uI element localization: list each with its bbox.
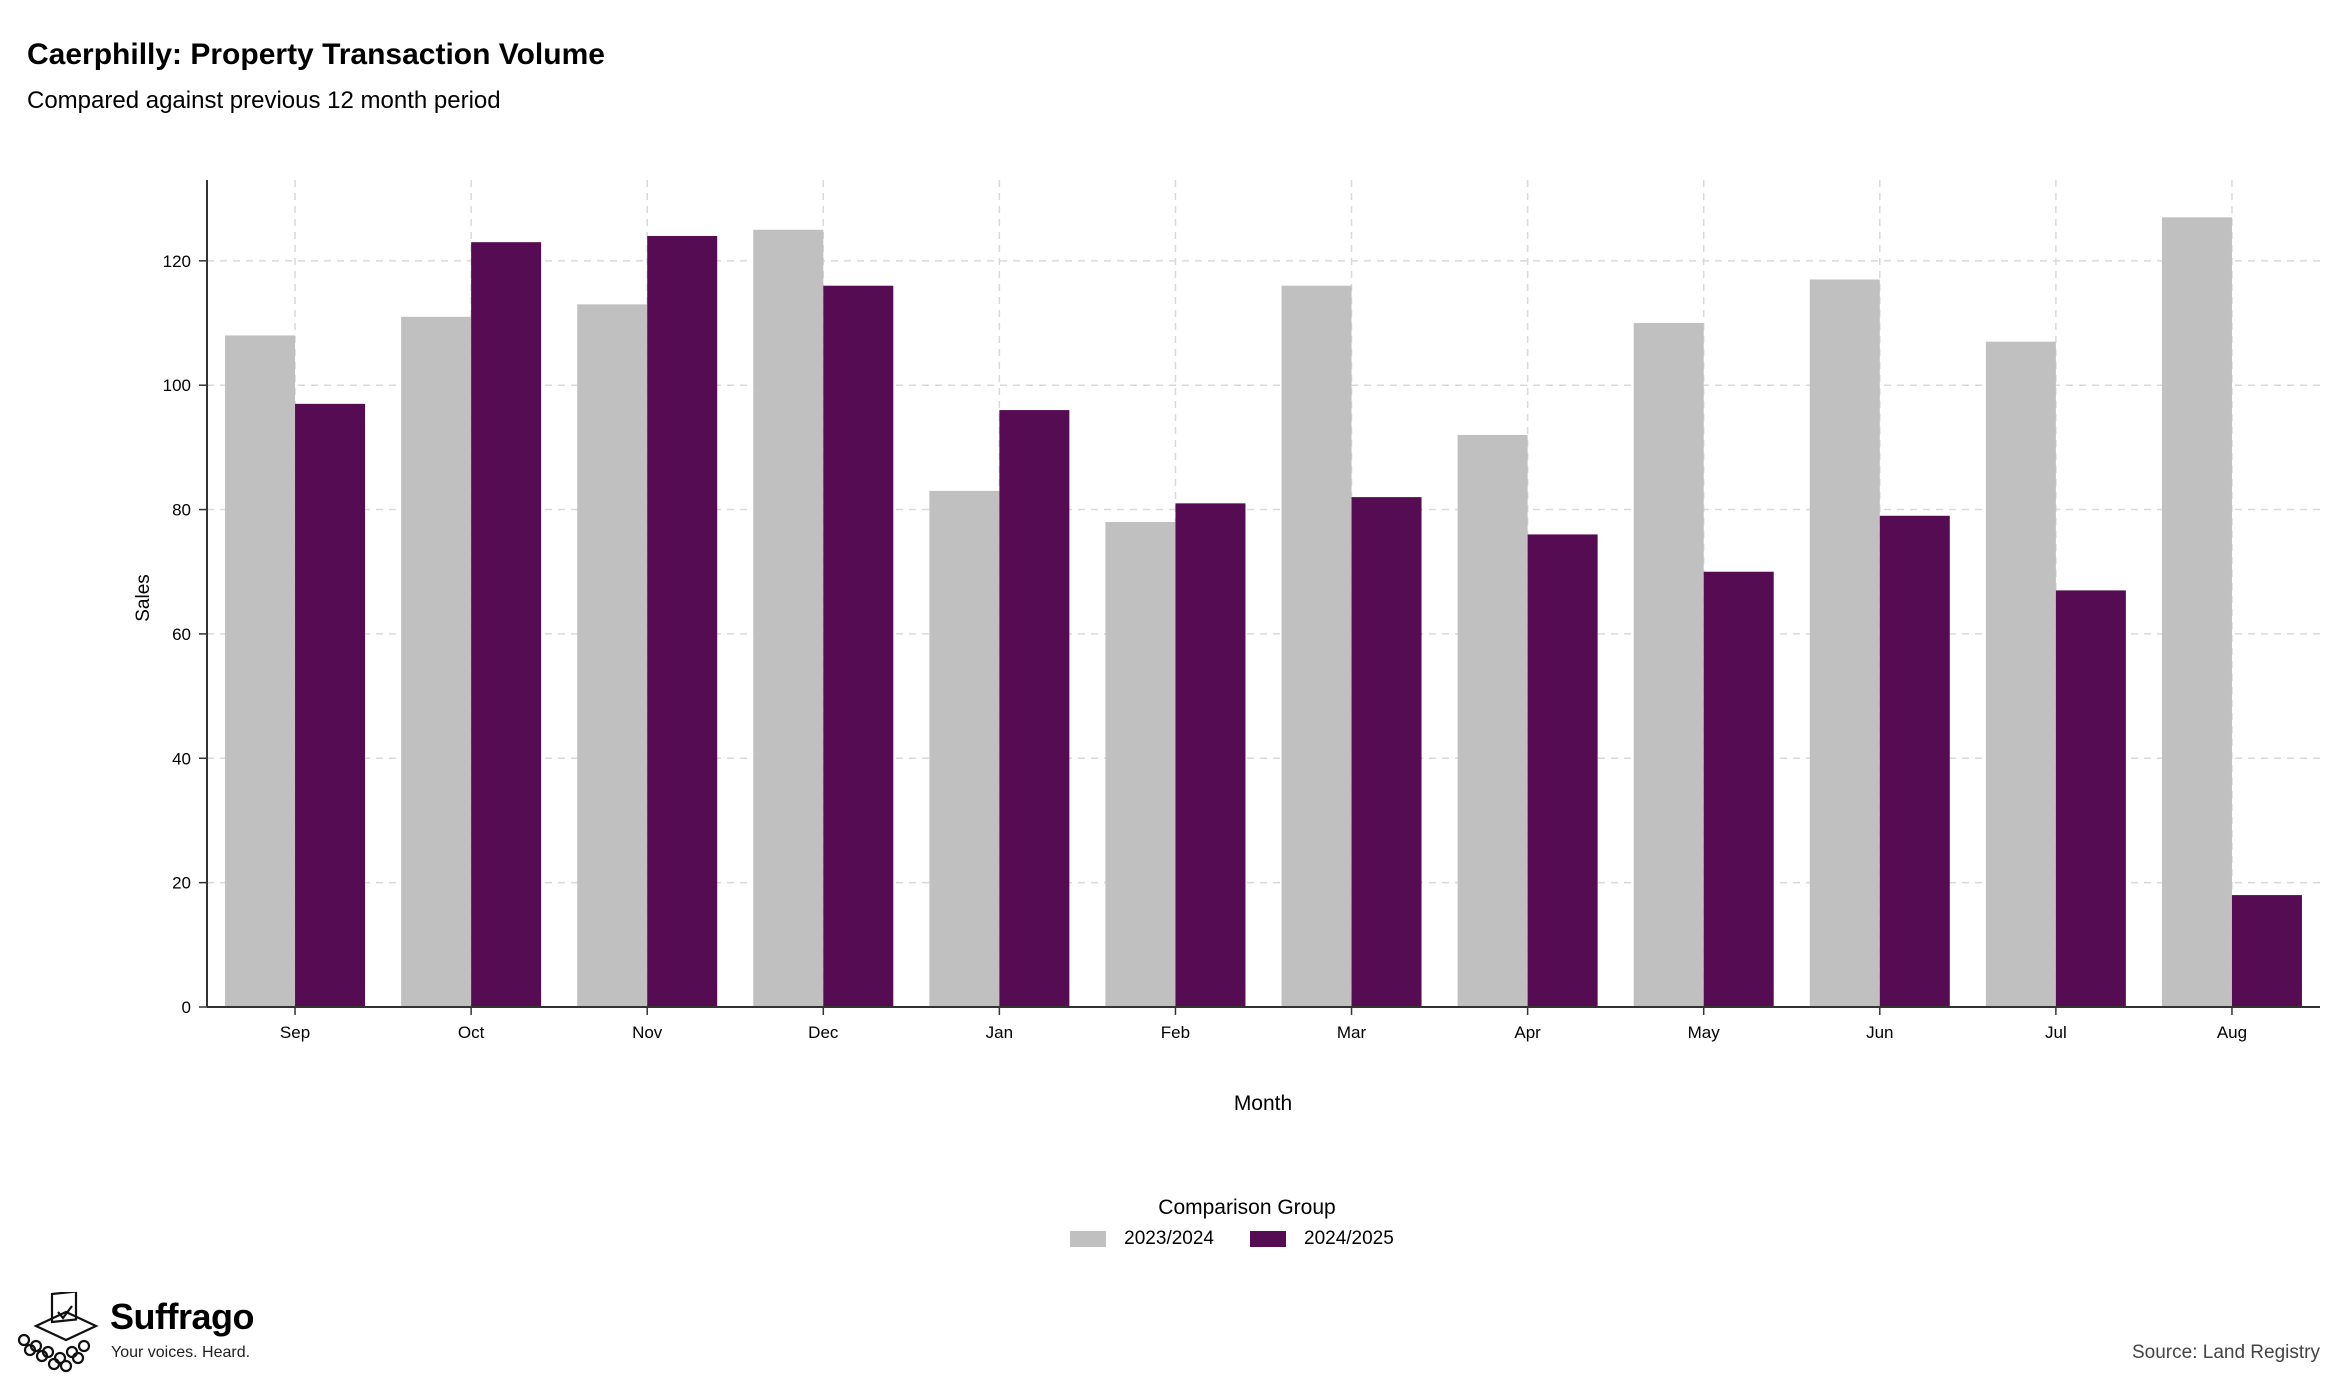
legend-swatch bbox=[1250, 1231, 1286, 1247]
y-tick-label: 0 bbox=[182, 998, 191, 1017]
x-tick-label: Jul bbox=[2045, 1023, 2067, 1042]
bar-2024-2025-jun bbox=[1879, 515, 1950, 1007]
legend-swatch bbox=[1070, 1231, 1107, 1247]
y-axis-label: Sales bbox=[133, 574, 154, 622]
bar-chart: 0 20 40 60 80 100 120 Sep Oct Nov Dec Jan Feb Mar Apr M… bbox=[133, 180, 2320, 1115]
bar-2023-2024-aug bbox=[2161, 217, 2232, 1007]
x-tick-label: Mar bbox=[1337, 1023, 1367, 1042]
bar-2024-2025-dec bbox=[823, 285, 894, 1007]
x-tick-label: May bbox=[1688, 1023, 1721, 1042]
y-tick-label: 100 bbox=[163, 376, 191, 395]
x-tick-label: Apr bbox=[1514, 1023, 1541, 1042]
x-tick-label: Jan bbox=[986, 1023, 1013, 1042]
bar-2024-2025-feb bbox=[1175, 503, 1246, 1007]
bar-2024-2025-mar bbox=[1351, 497, 1422, 1007]
source-note: Source: Land Registry bbox=[2132, 1342, 2320, 1363]
bar-2024-2025-jul bbox=[2055, 590, 2126, 1007]
legend-label: 2024/2025 bbox=[1304, 1228, 1394, 1249]
legend-item-2024-2025: 2024/2025 bbox=[1250, 1228, 1394, 1250]
bar-2023-2024-feb bbox=[1105, 521, 1176, 1007]
bar-2023-2024-nov bbox=[577, 304, 648, 1007]
x-axis-label: Month bbox=[1234, 1092, 1292, 1115]
bar-2023-2024-apr bbox=[1457, 434, 1528, 1008]
bar-2023-2024-mar bbox=[1281, 285, 1352, 1007]
legend-title: Comparison Group bbox=[1158, 1196, 1336, 1219]
chart-subtitle: Compared against previous 12 month perio… bbox=[27, 87, 501, 114]
axes bbox=[199, 180, 2320, 1015]
bar-2023-2024-sep bbox=[225, 335, 296, 1007]
y-tick-label: 80 bbox=[172, 501, 191, 520]
bar-2023-2024-dec bbox=[753, 229, 824, 1007]
bar-2023-2024-jun bbox=[1809, 279, 1880, 1007]
x-tick-label: Nov bbox=[632, 1023, 663, 1042]
bar-2024-2025-sep bbox=[295, 403, 366, 1007]
x-tick-label: Dec bbox=[808, 1023, 839, 1042]
legend-item-2023-2024: 2023/2024 bbox=[1070, 1228, 1214, 1250]
bar-2023-2024-jan bbox=[929, 490, 1000, 1008]
x-tick-label: Sep bbox=[280, 1023, 310, 1042]
bar-2024-2025-oct bbox=[471, 242, 542, 1008]
bar-2024-2025-may bbox=[1703, 571, 1774, 1007]
legend: Comparison Group 2023/2024 2024/2025 bbox=[0, 1196, 2334, 1250]
x-tick-label: Oct bbox=[458, 1023, 485, 1042]
y-tick-label: 40 bbox=[172, 749, 191, 768]
x-tick-label: Jun bbox=[1866, 1023, 1893, 1042]
tick-labels: 0 20 40 60 80 100 120 Sep Oct Nov Dec Jan Feb Mar Apr M… bbox=[163, 252, 2247, 1042]
y-tick-label: 120 bbox=[163, 252, 191, 271]
bar-2024-2025-apr bbox=[1527, 534, 1598, 1007]
bar-2023-2024-oct bbox=[401, 316, 472, 1007]
brand-tagline: Your voices. Heard. bbox=[111, 1344, 251, 1361]
y-tick-label: 60 bbox=[172, 625, 191, 644]
brand-name: Suffrago bbox=[110, 1296, 255, 1337]
chart-title: Caerphilly: Property Transaction Volume bbox=[27, 38, 605, 71]
x-tick-label: Feb bbox=[1161, 1023, 1190, 1042]
bar-2023-2024-may bbox=[1633, 323, 1704, 1008]
x-tick-label: Aug bbox=[2217, 1023, 2247, 1042]
ballot-box-logo bbox=[17, 1292, 99, 1373]
bar-2024-2025-aug bbox=[2231, 895, 2302, 1007]
y-tick-label: 20 bbox=[172, 874, 191, 893]
bar-2024-2025-jan bbox=[999, 410, 1070, 1008]
bars bbox=[225, 217, 2302, 1008]
legend-label: 2023/2024 bbox=[1124, 1228, 1214, 1249]
bar-2023-2024-jul bbox=[1985, 341, 2056, 1007]
bar-2024-2025-nov bbox=[647, 235, 718, 1007]
